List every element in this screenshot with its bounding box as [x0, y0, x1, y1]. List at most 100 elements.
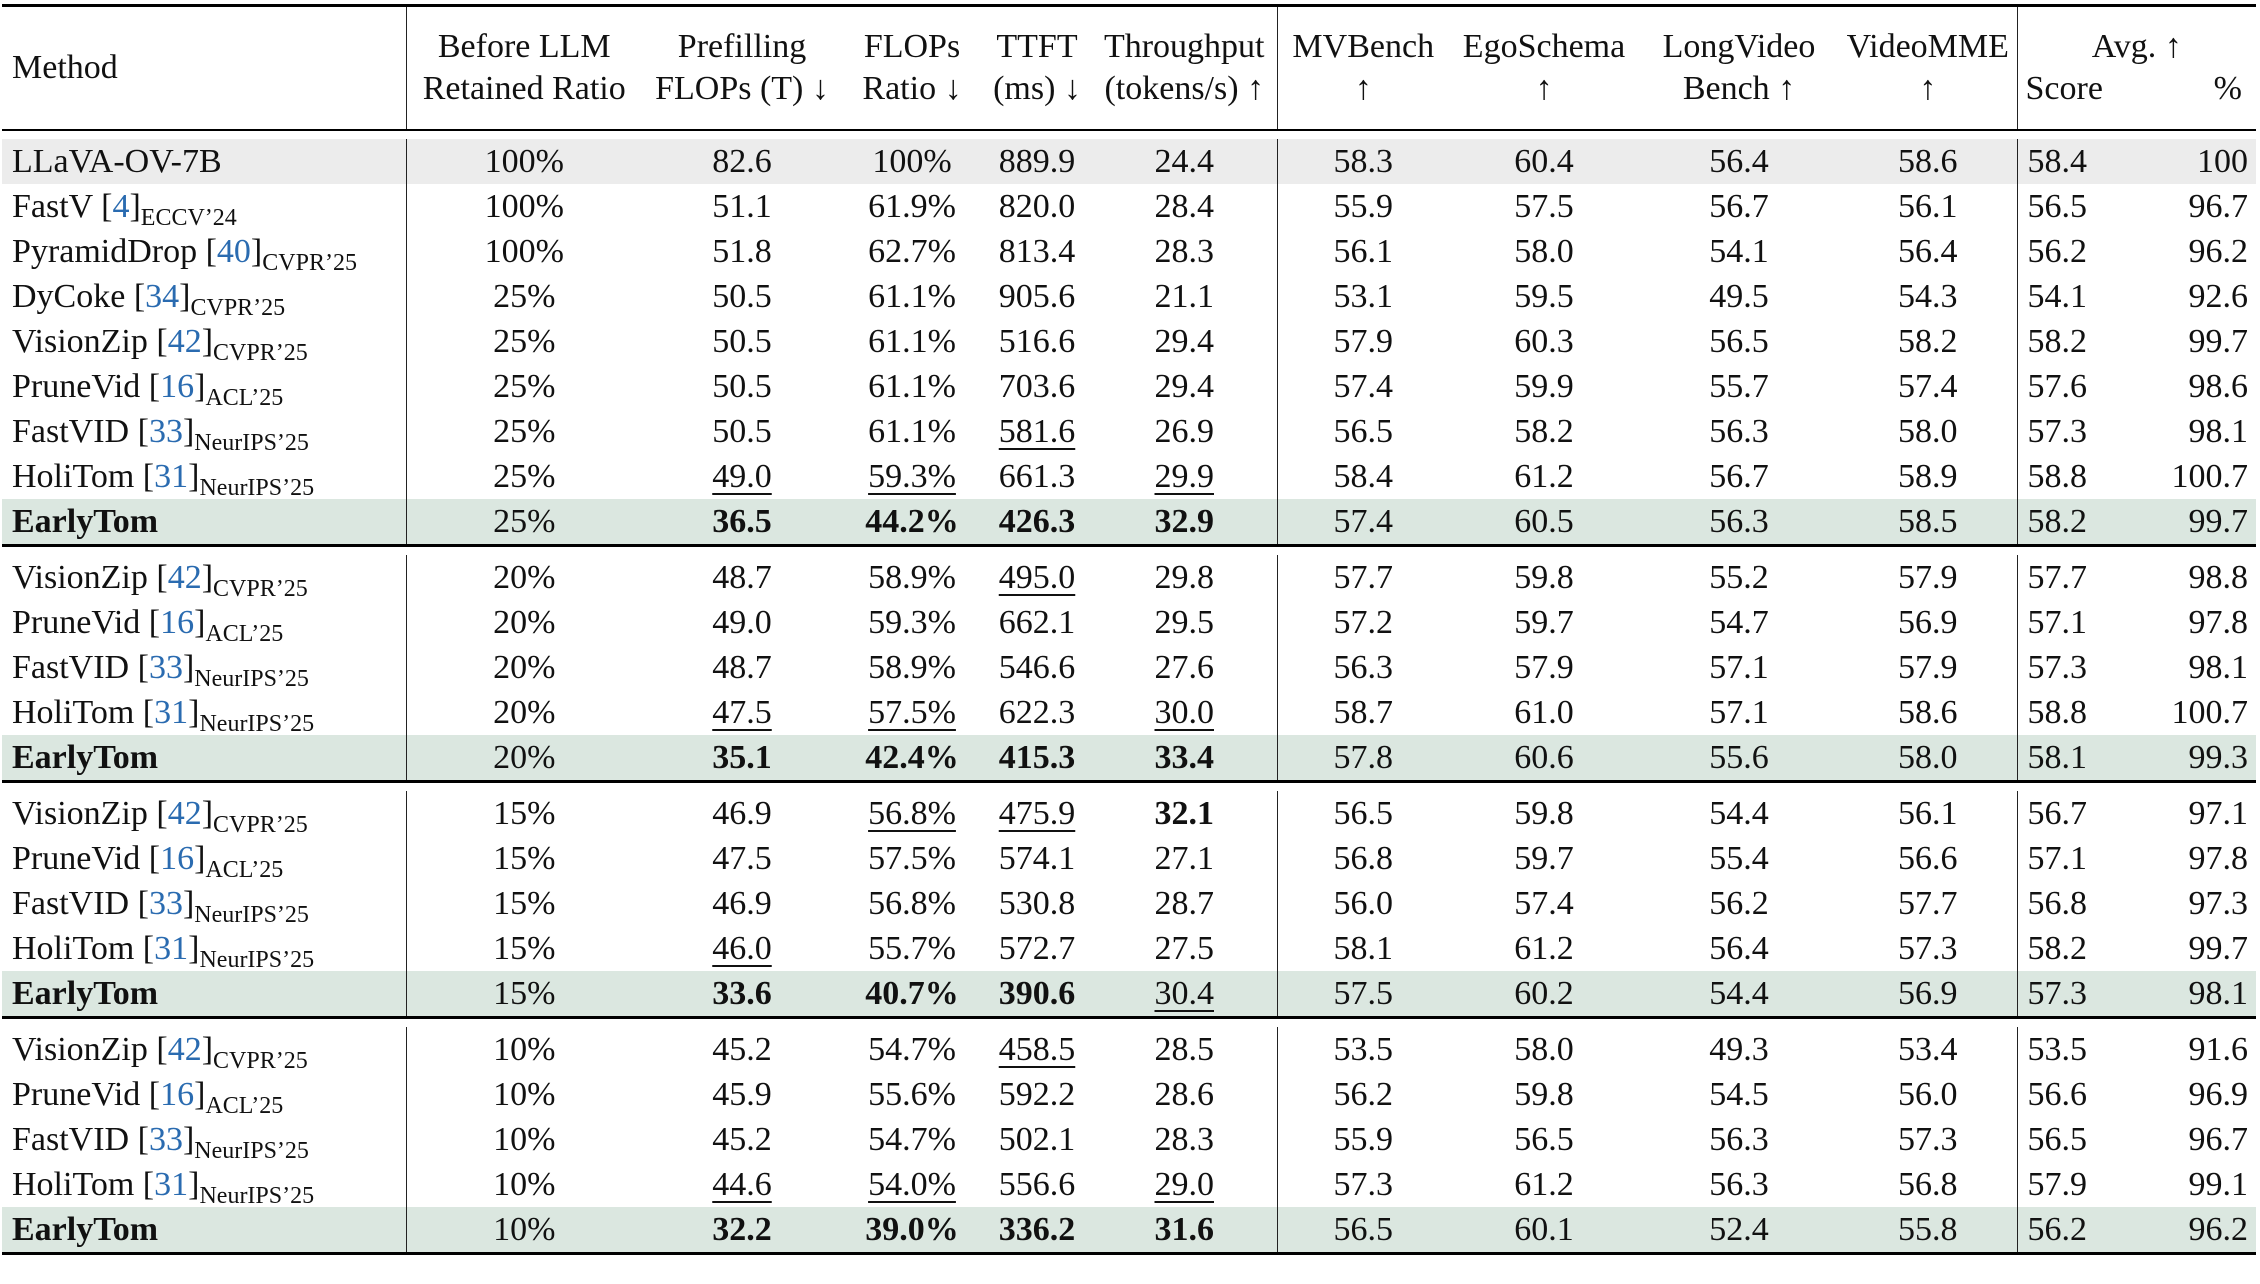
videomme-cell: 57.4	[1839, 364, 2018, 409]
method-name: PruneVid	[12, 1075, 141, 1113]
longvideo-cell: 52.4	[1639, 1207, 1839, 1254]
flops-ratio-value: 59.3%	[868, 457, 956, 495]
mvbench-cell: 55.9	[1277, 1117, 1449, 1162]
longvideo-value: 56.2	[1709, 884, 1769, 922]
citation-link[interactable]: 31	[154, 457, 189, 495]
avg-pct-value: 99.1	[2188, 1165, 2249, 1203]
egoschema-value: 57.9	[1514, 648, 1574, 686]
venue-label: ECCV’24	[140, 204, 237, 231]
ttft-cell: 502.1	[982, 1117, 1092, 1162]
egoschema-value: 61.2	[1514, 1165, 1574, 1203]
avg-score-cell: 57.6	[2017, 364, 2137, 409]
method-name: HoliTom	[12, 693, 135, 731]
flops-ratio-value: 61.1%	[868, 322, 956, 360]
avg-score-cell: 57.9	[2017, 1162, 2137, 1207]
mvbench-cell: 56.3	[1277, 645, 1449, 690]
avg-score-cell: 57.3	[2017, 645, 2137, 690]
prefill-flops-cell: 50.5	[642, 319, 842, 364]
longvideo-value: 56.5	[1709, 322, 1769, 360]
egoschema-cell: 59.7	[1449, 836, 1639, 881]
throughput-value: 29.0	[1154, 1165, 1215, 1203]
method-cell: DyCoke [34]CVPR’25	[2, 274, 407, 320]
egoschema-value: 56.5	[1514, 1120, 1574, 1158]
citation-link[interactable]: 16	[160, 603, 195, 641]
flops-ratio-cell: 39.0%	[842, 1207, 982, 1254]
egoschema-value: 59.5	[1514, 277, 1574, 315]
method-cell: FastVID [33]NeurIPS’25	[2, 409, 407, 455]
ttft-cell: 703.6	[982, 364, 1092, 409]
flops-ratio-cell: 54.7%	[842, 1117, 982, 1162]
citation-link[interactable]: 42	[167, 322, 202, 360]
citation-link[interactable]: 33	[148, 648, 183, 686]
block-spacer	[2, 1016, 2256, 1027]
egoschema-value: 60.3	[1514, 322, 1574, 360]
flops-ratio-cell: 56.8%	[842, 791, 982, 836]
ttft-cell: 495.0	[982, 555, 1092, 600]
prefill-flops-value: 45.2	[712, 1120, 772, 1158]
citation-link[interactable]: 42	[167, 1030, 202, 1068]
retained-cell: 20%	[406, 735, 642, 782]
mvbench-cell: 57.7	[1277, 555, 1449, 600]
videomme-value: 58.9	[1898, 457, 1958, 495]
flops-ratio-cell: 59.3%	[842, 454, 982, 499]
retained-value: 20%	[493, 693, 556, 731]
flops-ratio-cell: 55.6%	[842, 1072, 982, 1117]
citation-link[interactable]: 42	[167, 558, 202, 596]
table-row: HoliTom [31]NeurIPS’25 20% 47.5 57.5% 622.3 3…	[2, 690, 2256, 736]
egoschema-value: 58.0	[1514, 232, 1574, 270]
flops-ratio-cell: 57.5%	[842, 690, 982, 735]
throughput-cell: 21.1	[1092, 274, 1278, 319]
videomme-value: 57.3	[1898, 1120, 1958, 1158]
videomme-cell: 58.0	[1839, 409, 2018, 454]
videomme-value: 56.6	[1898, 839, 1958, 877]
throughput-cell: 29.8	[1092, 555, 1278, 600]
avg-pct-value: 97.3	[2188, 884, 2249, 922]
citation-link[interactable]: 34	[145, 277, 180, 315]
throughput-cell: 31.6	[1092, 1207, 1278, 1254]
citation-link[interactable]: 40	[216, 232, 251, 270]
throughput-value: 33.4	[1154, 738, 1215, 776]
mvbench-cell: 56.5	[1277, 1207, 1449, 1254]
videomme-cell: 58.2	[1839, 319, 2018, 364]
ttft-cell: 426.3	[982, 499, 1092, 546]
citation-link[interactable]: 16	[160, 367, 195, 405]
retained-value: 10%	[493, 1030, 556, 1068]
avg-pct-value: 96.7	[2188, 187, 2249, 225]
retained-value: 20%	[493, 603, 556, 641]
citation-link[interactable]: 31	[154, 929, 189, 967]
throughput-value: 28.3	[1154, 1120, 1215, 1158]
citation-link[interactable]: 33	[148, 412, 183, 450]
prefill-flops-value: 36.5	[712, 502, 772, 540]
table-row-ours: EarlyTom 25% 36.5 44.2% 426.3 32.9 57.4 60.5 56.…	[2, 499, 2256, 546]
throughput-value: 29.4	[1154, 367, 1215, 405]
method-cell: EarlyTom	[2, 499, 407, 546]
prefill-flops-cell: 46.0	[642, 926, 842, 971]
citation-link[interactable]: 33	[148, 884, 183, 922]
citation-link[interactable]: 42	[167, 794, 202, 832]
videomme-value: 55.8	[1898, 1210, 1958, 1248]
mvbench-cell: 57.3	[1277, 1162, 1449, 1207]
citation-link[interactable]: 4	[112, 187, 130, 225]
flops-ratio-value: 57.5%	[868, 693, 956, 731]
citation-link[interactable]: 33	[148, 1120, 183, 1158]
longvideo-value: 57.1	[1709, 648, 1769, 686]
avg-pct-value: 98.8	[2188, 558, 2249, 596]
avg-pct-value: 98.1	[2188, 412, 2249, 450]
egoschema-value: 61.2	[1514, 457, 1574, 495]
citation-link[interactable]: 31	[154, 693, 189, 731]
ttft-cell: 813.4	[982, 229, 1092, 274]
citation-link[interactable]: 31	[154, 1165, 189, 1203]
header-flops-ratio: FLOPs Ratio ↓	[862, 28, 962, 107]
longvideo-cell: 55.6	[1639, 735, 1839, 782]
avg-pct-cell: 99.1	[2137, 1162, 2256, 1207]
retained-value: 20%	[493, 648, 556, 686]
ttft-cell: 889.9	[982, 139, 1092, 184]
method-name: FastVID	[12, 648, 130, 686]
method-name: HoliTom	[12, 457, 135, 495]
longvideo-cell: 54.4	[1639, 791, 1839, 836]
prefill-flops-cell: 46.9	[642, 881, 842, 926]
method-name: VisionZip	[12, 1030, 148, 1068]
citation-link[interactable]: 16	[160, 1075, 195, 1113]
prefill-flops-value: 51.8	[712, 232, 772, 270]
citation-link[interactable]: 16	[160, 839, 195, 877]
